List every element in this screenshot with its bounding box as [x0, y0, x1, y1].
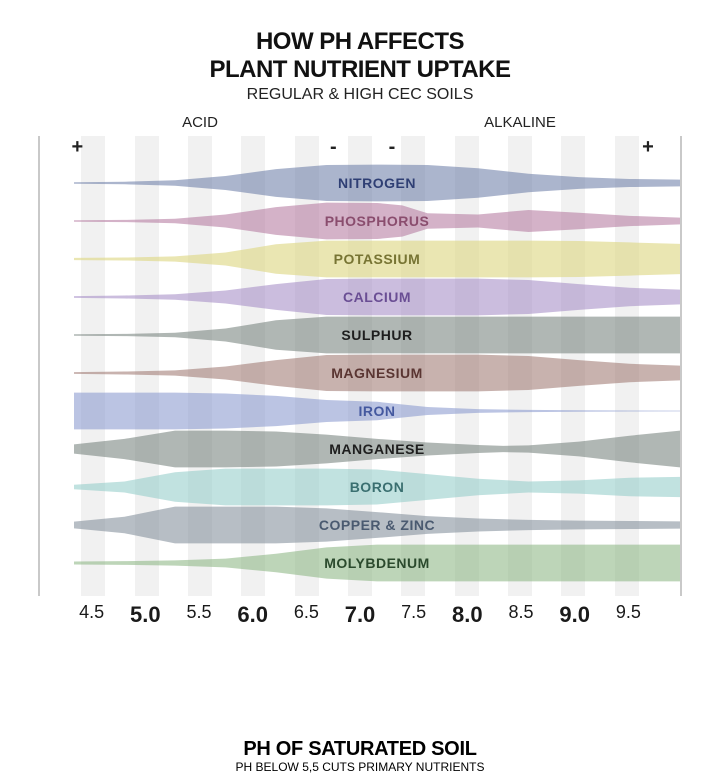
acid-label: ACID: [182, 114, 218, 131]
bands: NITROGENPHOSPHORUSPOTASSIUMCALCIUMSULPHU…: [74, 164, 680, 580]
x-tick: 5.5: [186, 602, 211, 623]
x-tick: 6.0: [237, 602, 268, 628]
x-tick: 9.5: [616, 602, 641, 623]
plus-right-icon: +: [642, 136, 654, 159]
nutrient-band: POTASSIUM: [74, 240, 680, 278]
nutrient-band: BORON: [74, 468, 680, 506]
nutrient-band: MANGANESE: [74, 430, 680, 468]
minus-left-icon: -: [330, 136, 337, 159]
title-block: HOW PH AFFECTS PLANT NUTRIENT UPTAKE REG…: [0, 0, 720, 104]
x-tick: 5.0: [130, 602, 161, 628]
x-tick: 7.5: [401, 602, 426, 623]
nutrient-band: MAGNESIUM: [74, 354, 680, 392]
nutrient-band: PHOSPHORUS: [74, 202, 680, 240]
x-tick: 9.0: [559, 602, 590, 628]
nutrient-band: COPPER & ZINC: [74, 506, 680, 544]
nutrient-band: MOLYBDENUM: [74, 544, 680, 582]
chart-area: ACIDALKALINE+--+NITROGENPHOSPHORUSPOTASS…: [38, 136, 682, 596]
plus-left-icon: +: [71, 136, 83, 159]
x-axis-note: PH BELOW 5,5 CUTS PRIMARY NUTRIENTS: [0, 760, 720, 774]
alkaline-label: ALKALINE: [484, 114, 556, 131]
chart-plot: ACIDALKALINE+--+NITROGENPHOSPHORUSPOTASS…: [38, 136, 682, 596]
x-tick: 8.5: [508, 602, 533, 623]
title-line-2: PLANT NUTRIENT UPTAKE: [0, 56, 720, 84]
x-axis-label: PH OF SATURATED SOIL: [0, 738, 720, 761]
minus-right-icon: -: [389, 136, 396, 159]
x-tick: 4.5: [79, 602, 104, 623]
x-axis: 4.5 5.0 5.5 6.0 6.5 7.0 7.5 8.0 8.5 9.0 9.5: [38, 602, 682, 632]
x-tick: 7.0: [345, 602, 376, 628]
nutrient-band: SULPHUR: [74, 316, 680, 354]
x-axis-label-block: PH OF SATURATED SOIL PH BELOW 5,5 CUTS P…: [0, 738, 720, 774]
nutrient-band: NITROGEN: [74, 164, 680, 202]
nutrient-band: CALCIUM: [74, 278, 680, 316]
nutrient-band: IRON: [74, 392, 680, 430]
title-line-1: HOW PH AFFECTS: [0, 28, 720, 56]
x-tick: 8.0: [452, 602, 483, 628]
subtitle: REGULAR & HIGH CEC SOILS: [0, 86, 720, 104]
x-tick: 6.5: [294, 602, 319, 623]
